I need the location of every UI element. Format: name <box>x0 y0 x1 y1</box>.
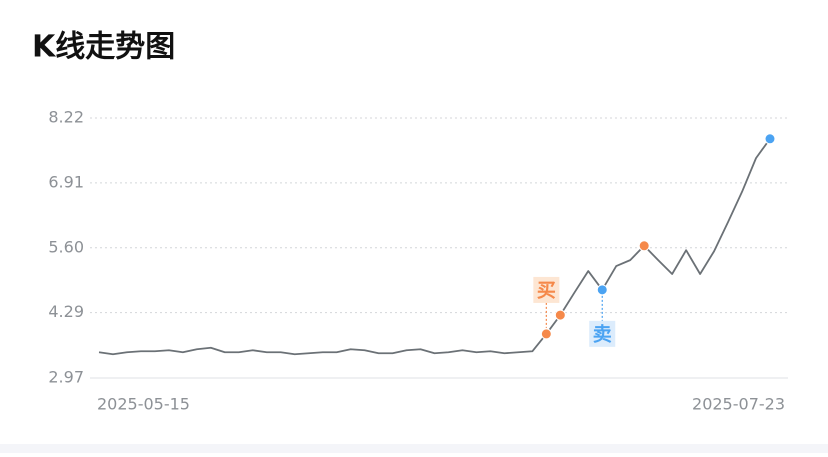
sell-point <box>764 133 776 145</box>
annotation-box <box>533 276 560 303</box>
annotation-box <box>589 320 616 347</box>
y-tick-label: 5.60 <box>48 237 84 256</box>
y-tick-label: 8.22 <box>48 108 84 127</box>
annotation-label: 买 <box>537 279 556 301</box>
footer-strip <box>0 444 828 453</box>
sell-point <box>596 284 608 296</box>
buy-point <box>540 328 552 340</box>
y-tick-label: 4.29 <box>48 302 84 321</box>
annotation-label: 卖 <box>593 323 612 345</box>
y-tick-label: 6.91 <box>48 172 84 191</box>
buy-point <box>554 309 566 321</box>
price-line <box>98 138 771 356</box>
buy-point <box>638 240 650 252</box>
y-tick-label: 2.97 <box>48 368 84 387</box>
x-tick-label: 2025-07-23 <box>692 395 785 414</box>
x-tick-label: 2025-05-15 <box>97 395 190 414</box>
chart-title: K线走势图 <box>32 30 175 65</box>
